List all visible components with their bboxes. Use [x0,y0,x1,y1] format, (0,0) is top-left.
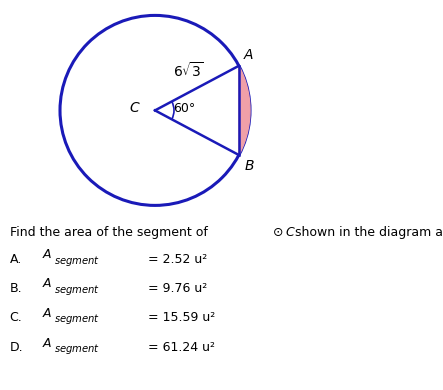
Text: = 61.24 u²: = 61.24 u² [148,341,215,355]
Polygon shape [239,66,250,155]
Text: D.: D. [10,341,23,355]
Text: $\mathit{A}$: $\mathit{A}$ [42,307,52,320]
Text: $\mathit{segment}$: $\mathit{segment}$ [54,254,100,268]
Text: = 2.52 u²: = 2.52 u² [148,253,208,266]
Text: A.: A. [10,253,22,266]
Text: $\mathit{segment}$: $\mathit{segment}$ [54,342,100,356]
Text: = 15.59 u²: = 15.59 u² [148,311,216,324]
Text: C.: C. [10,311,23,324]
Text: $\mathit{segment}$: $\mathit{segment}$ [54,283,100,297]
Text: ⊙: ⊙ [273,225,284,239]
Text: $\mathit{A}$: $\mathit{A}$ [42,248,52,261]
Text: $6\sqrt{3}$: $6\sqrt{3}$ [174,61,204,80]
Text: B.: B. [10,282,22,295]
Text: C: C [129,101,139,115]
Text: = 9.76 u²: = 9.76 u² [148,282,208,295]
Text: A: A [244,48,253,62]
Text: C: C [286,225,295,239]
Text: $\mathit{A}$: $\mathit{A}$ [42,337,52,350]
Text: Find the area of the segment of: Find the area of the segment of [10,225,212,239]
Text: $\mathit{segment}$: $\mathit{segment}$ [54,312,100,326]
Text: 60°: 60° [173,102,195,115]
Text: $\mathit{A}$: $\mathit{A}$ [42,277,52,291]
Text: B: B [245,159,254,173]
Text: shown in the diagram above.: shown in the diagram above. [291,225,443,239]
